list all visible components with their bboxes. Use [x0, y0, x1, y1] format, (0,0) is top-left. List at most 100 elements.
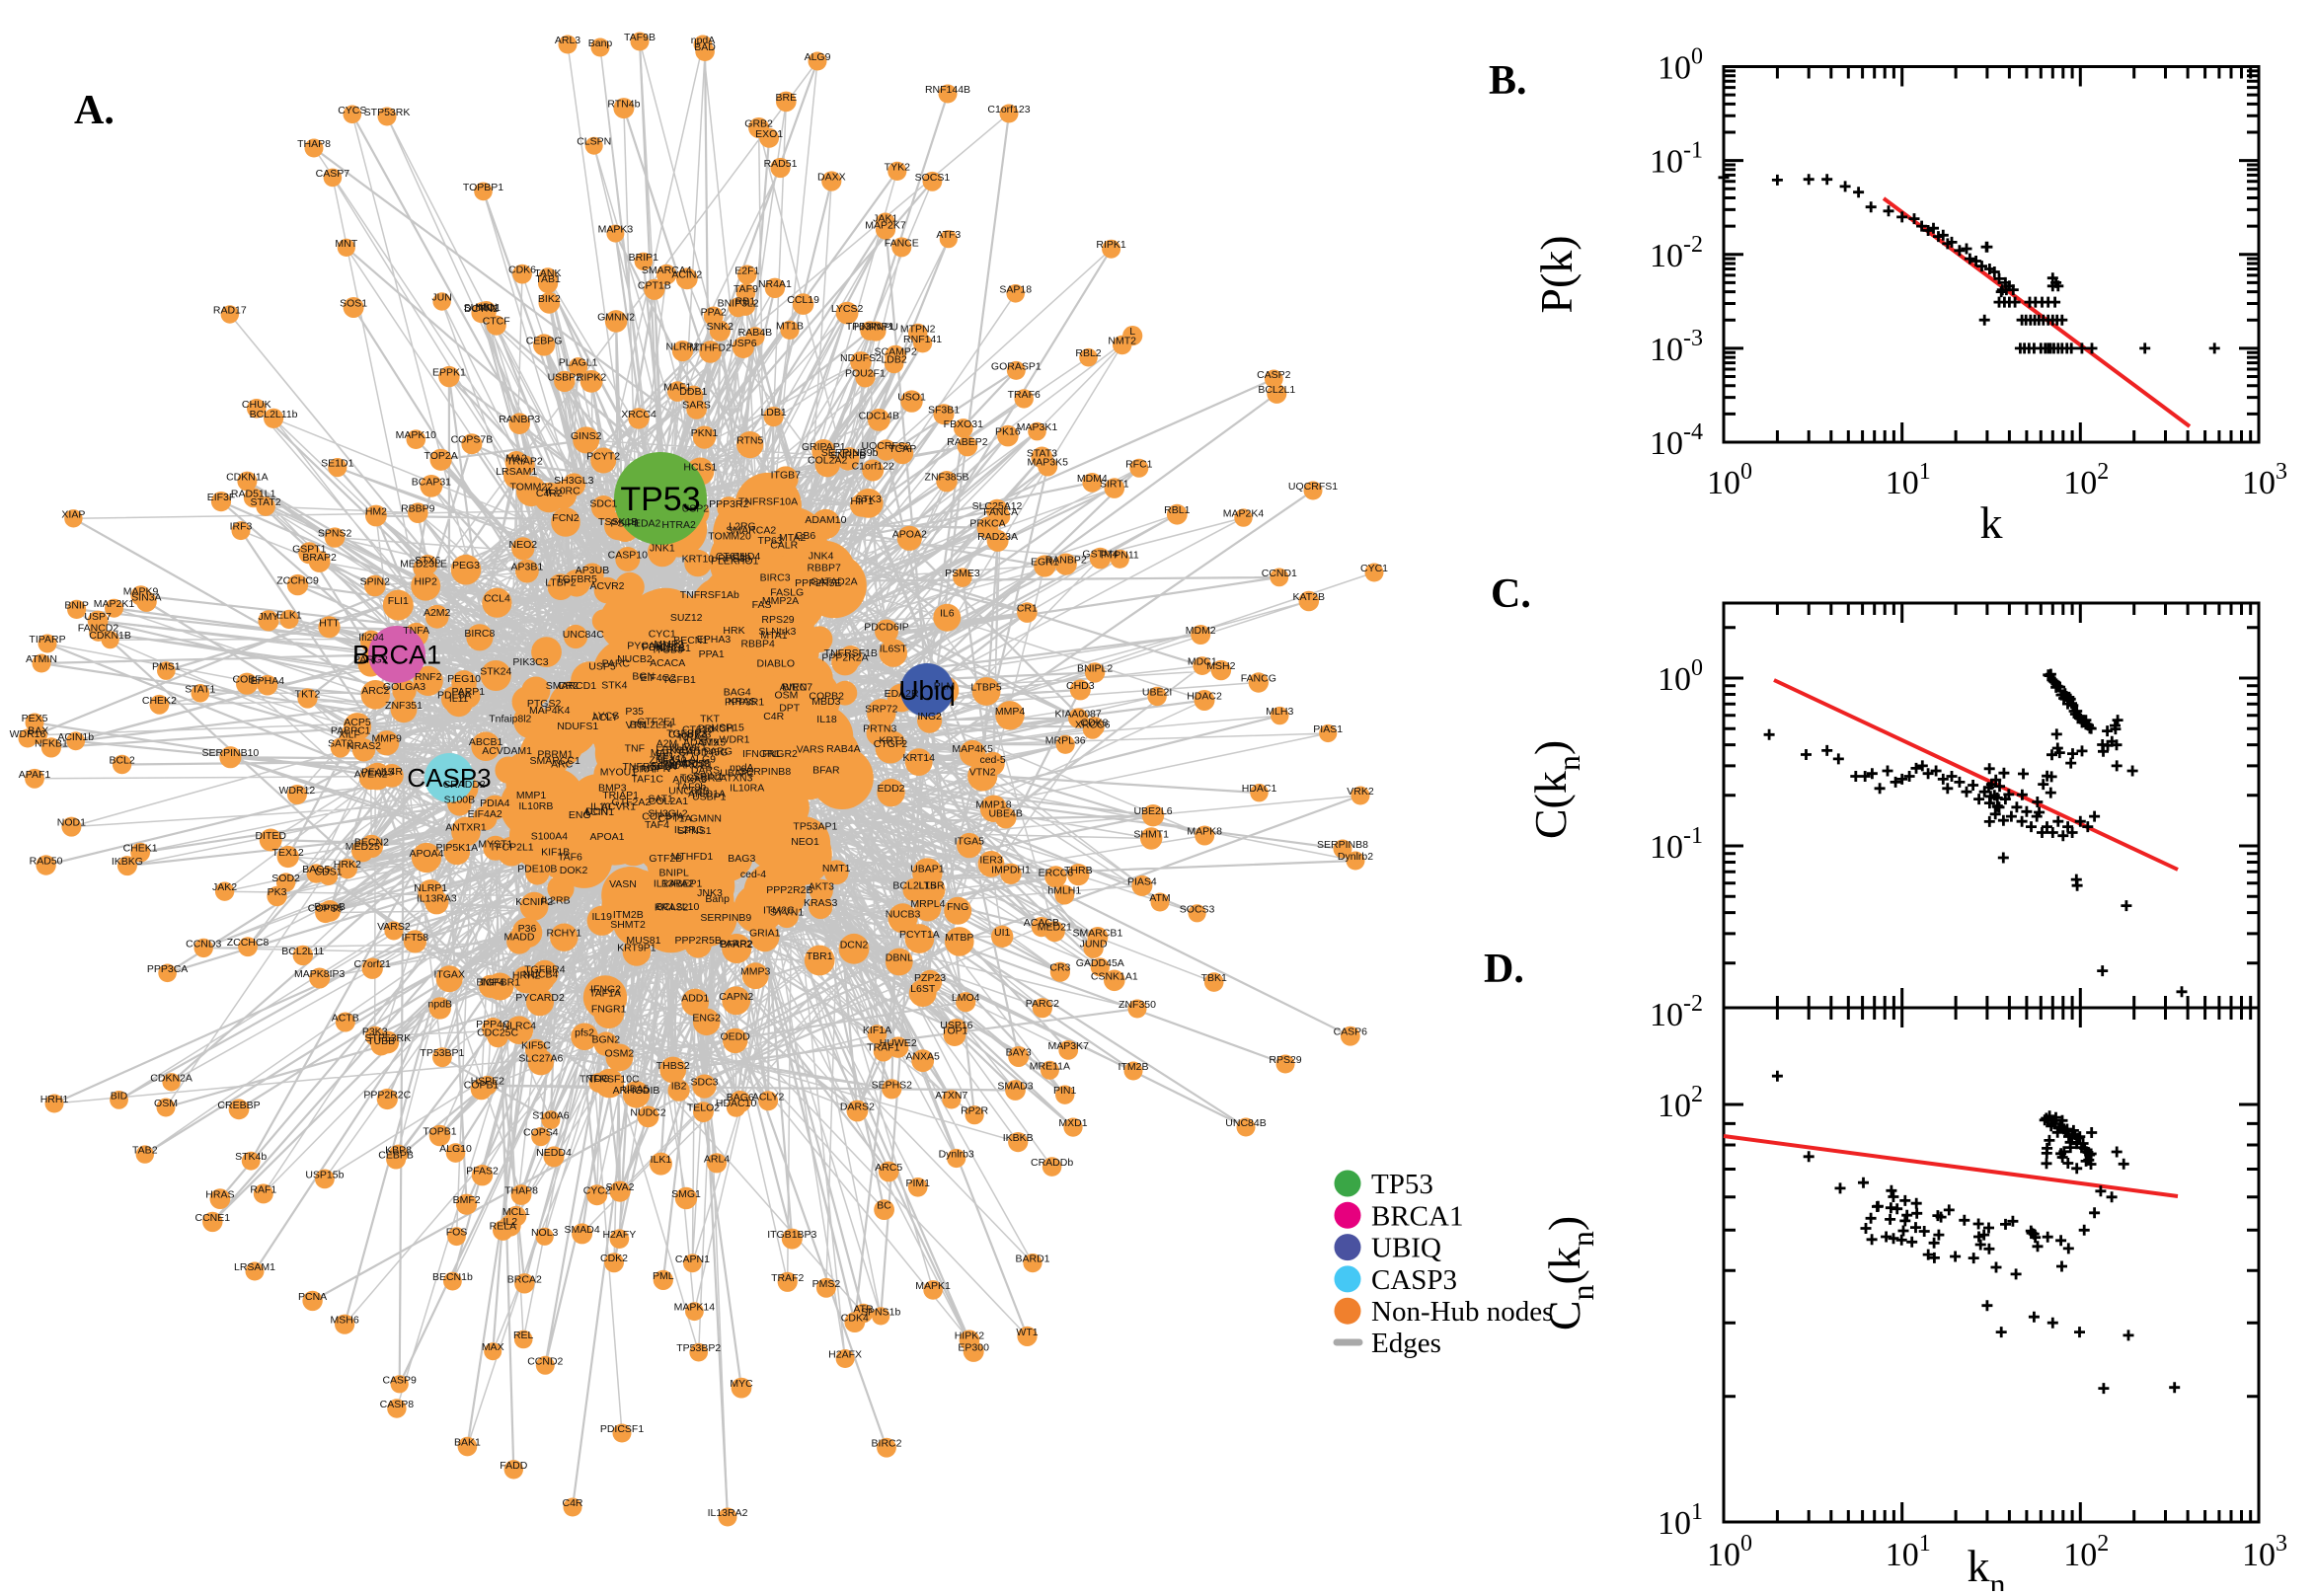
svg-text:ADD1: ADD1	[681, 993, 709, 1005]
svg-text:SF1: SF1	[656, 751, 674, 763]
svg-text:MED23LE: MED23LE	[400, 559, 447, 570]
svg-text:ENG: ENG	[569, 809, 591, 821]
svg-text:PBRM1: PBRM1	[537, 748, 573, 760]
svg-text:RABEP2: RABEP2	[947, 436, 988, 448]
svg-text:NR4A1: NR4A1	[758, 278, 792, 290]
svg-text:BAG6: BAG6	[727, 1092, 754, 1103]
svg-text:LTBR: LTBR	[918, 880, 944, 892]
svg-text:NRAS2: NRAS2	[347, 740, 381, 752]
svg-text:C7orf21: C7orf21	[354, 958, 392, 970]
svg-text:H2AFY: H2AFY	[602, 1229, 636, 1241]
svg-text:GTF2A2: GTF2A2	[612, 797, 652, 808]
svg-text:PSIP1: PSIP1	[610, 518, 640, 530]
svg-text:TNF: TNF	[625, 743, 645, 755]
svg-text:CPT1A: CPT1A	[658, 813, 692, 825]
svg-text:PCYT2: PCYT2	[586, 451, 620, 463]
svg-text:CDC25C: CDC25C	[477, 1027, 518, 1039]
svg-text:CHD4: CHD4	[733, 551, 761, 563]
svg-text:ZCCHC8: ZCCHC8	[227, 937, 270, 949]
svg-text:S100A4: S100A4	[531, 831, 569, 843]
svg-text:KBP8: KBP8	[385, 1144, 412, 1156]
svg-text:SERPINB9: SERPINB9	[700, 912, 751, 924]
svg-text:ACTB: ACTB	[332, 1013, 359, 1025]
svg-text:OSM: OSM	[154, 1098, 178, 1109]
svg-text:CYCS: CYCS	[338, 105, 366, 116]
svg-text:XILF: XILF	[339, 729, 360, 741]
svg-text:BCL2L15: BCL2L15	[892, 880, 936, 892]
svg-text:EP300: EP300	[958, 1341, 989, 1353]
svg-text:CDK2: CDK2	[600, 1253, 628, 1264]
svg-text:P(k): P(k)	[1531, 235, 1582, 313]
svg-text:POU2F1: POU2F1	[845, 367, 886, 379]
svg-text:TOPB1: TOPB1	[423, 1126, 456, 1138]
svg-text:SOD2: SOD2	[271, 873, 300, 884]
svg-text:DCTN2: DCTN2	[464, 303, 499, 315]
svg-text:MNT: MNT	[335, 238, 357, 250]
svg-text:SMARCD1: SMARCD1	[546, 680, 597, 692]
svg-text:TBR1: TBR1	[807, 950, 833, 962]
svg-text:LYCS: LYCS	[593, 711, 620, 722]
svg-text:ITM2C: ITM2C	[763, 905, 795, 917]
svg-text:JMY: JMY	[259, 611, 279, 623]
svg-text:TUBB: TUBB	[367, 1035, 395, 1047]
svg-text:Banp: Banp	[705, 893, 730, 905]
svg-text:BID: BID	[111, 1090, 128, 1102]
svg-text:CYC1: CYC1	[1360, 563, 1388, 574]
svg-text:SMARCB1: SMARCB1	[1073, 927, 1123, 939]
svg-text:RELA: RELA	[490, 1221, 516, 1233]
svg-text:TANK: TANK	[534, 267, 561, 279]
svg-text:PIM1: PIM1	[905, 1178, 930, 1189]
svg-text:MAP4K5: MAP4K5	[952, 743, 993, 755]
svg-text:SIVA2: SIVA2	[606, 1181, 635, 1193]
svg-text:DOK2: DOK2	[560, 865, 588, 876]
svg-text:DITED: DITED	[255, 830, 286, 842]
svg-text:BIRC3: BIRC3	[760, 572, 791, 584]
svg-text:PIP5K1A: PIP5K1A	[435, 842, 478, 854]
svg-text:GSPT1: GSPT1	[292, 543, 327, 555]
svg-text:GRIPAP1: GRIPAP1	[802, 441, 846, 453]
svg-text:ATXN3: ATXN3	[720, 773, 752, 785]
svg-text:MSH2: MSH2	[1206, 660, 1235, 672]
svg-text:NUCB2: NUCB2	[617, 653, 653, 665]
svg-text:SERPINB10: SERPINB10	[202, 747, 260, 759]
svg-text:SPNS1b: SPNS1b	[861, 1306, 900, 1318]
svg-text:CCL4: CCL4	[484, 593, 510, 605]
svg-text:HIPK2: HIPK2	[955, 1330, 985, 1342]
svg-text:FASLG: FASLG	[770, 587, 804, 599]
svg-text:SHMT2: SHMT2	[610, 919, 646, 931]
svg-text:PPA1: PPA1	[699, 648, 725, 660]
svg-text:SLC27A6: SLC27A6	[518, 1052, 563, 1064]
svg-text:IB2: IB2	[671, 1081, 687, 1093]
svg-text:ARC2: ARC2	[361, 685, 389, 697]
svg-text:STAT1: STAT1	[185, 683, 215, 695]
svg-text:MED25: MED25	[346, 841, 380, 853]
svg-text:ITM2B: ITM2B	[613, 909, 644, 921]
svg-text:C4R: C4R	[763, 711, 784, 722]
svg-text:LDB1: LDB1	[760, 407, 786, 418]
svg-text:ced-4: ced-4	[740, 869, 766, 880]
svg-text:TBK1: TBK1	[1201, 972, 1227, 984]
svg-text:BGN: BGN	[632, 670, 655, 682]
svg-text:ARID1A: ARID1A	[688, 789, 726, 800]
svg-text:CASP3: CASP3	[407, 763, 491, 793]
svg-text:NUCB3: NUCB3	[886, 908, 921, 920]
svg-text:UBAP2: UBAP2	[720, 768, 754, 780]
svg-text:XRCC4: XRCC4	[621, 409, 656, 420]
svg-text:BCL2L1: BCL2L1	[1258, 384, 1295, 396]
svg-text:MTHFD1: MTHFD1	[671, 851, 714, 863]
svg-text:BRE: BRE	[776, 92, 798, 104]
svg-text:S100B: S100B	[444, 794, 476, 805]
svg-text:10-4: 10-4	[1650, 419, 1703, 462]
svg-text:THBS2: THBS2	[656, 1060, 690, 1072]
svg-text:TP53: TP53	[620, 481, 700, 518]
svg-text:IFNG2: IFNG2	[590, 983, 621, 995]
svg-text:ACVR2: ACVR2	[589, 580, 624, 592]
svg-text:UBAP1: UBAP1	[910, 864, 945, 875]
svg-text:IL6ST: IL6ST	[880, 644, 908, 655]
svg-text:HDAC1: HDAC1	[1242, 783, 1277, 795]
svg-text:FANCD2: FANCD2	[78, 623, 119, 635]
svg-text:VASN: VASN	[609, 878, 637, 890]
svg-text:PLM: PLM	[934, 681, 956, 693]
svg-text:IL2RB: IL2RB	[541, 894, 570, 906]
svg-text:MAP3K5: MAP3K5	[1027, 457, 1068, 469]
